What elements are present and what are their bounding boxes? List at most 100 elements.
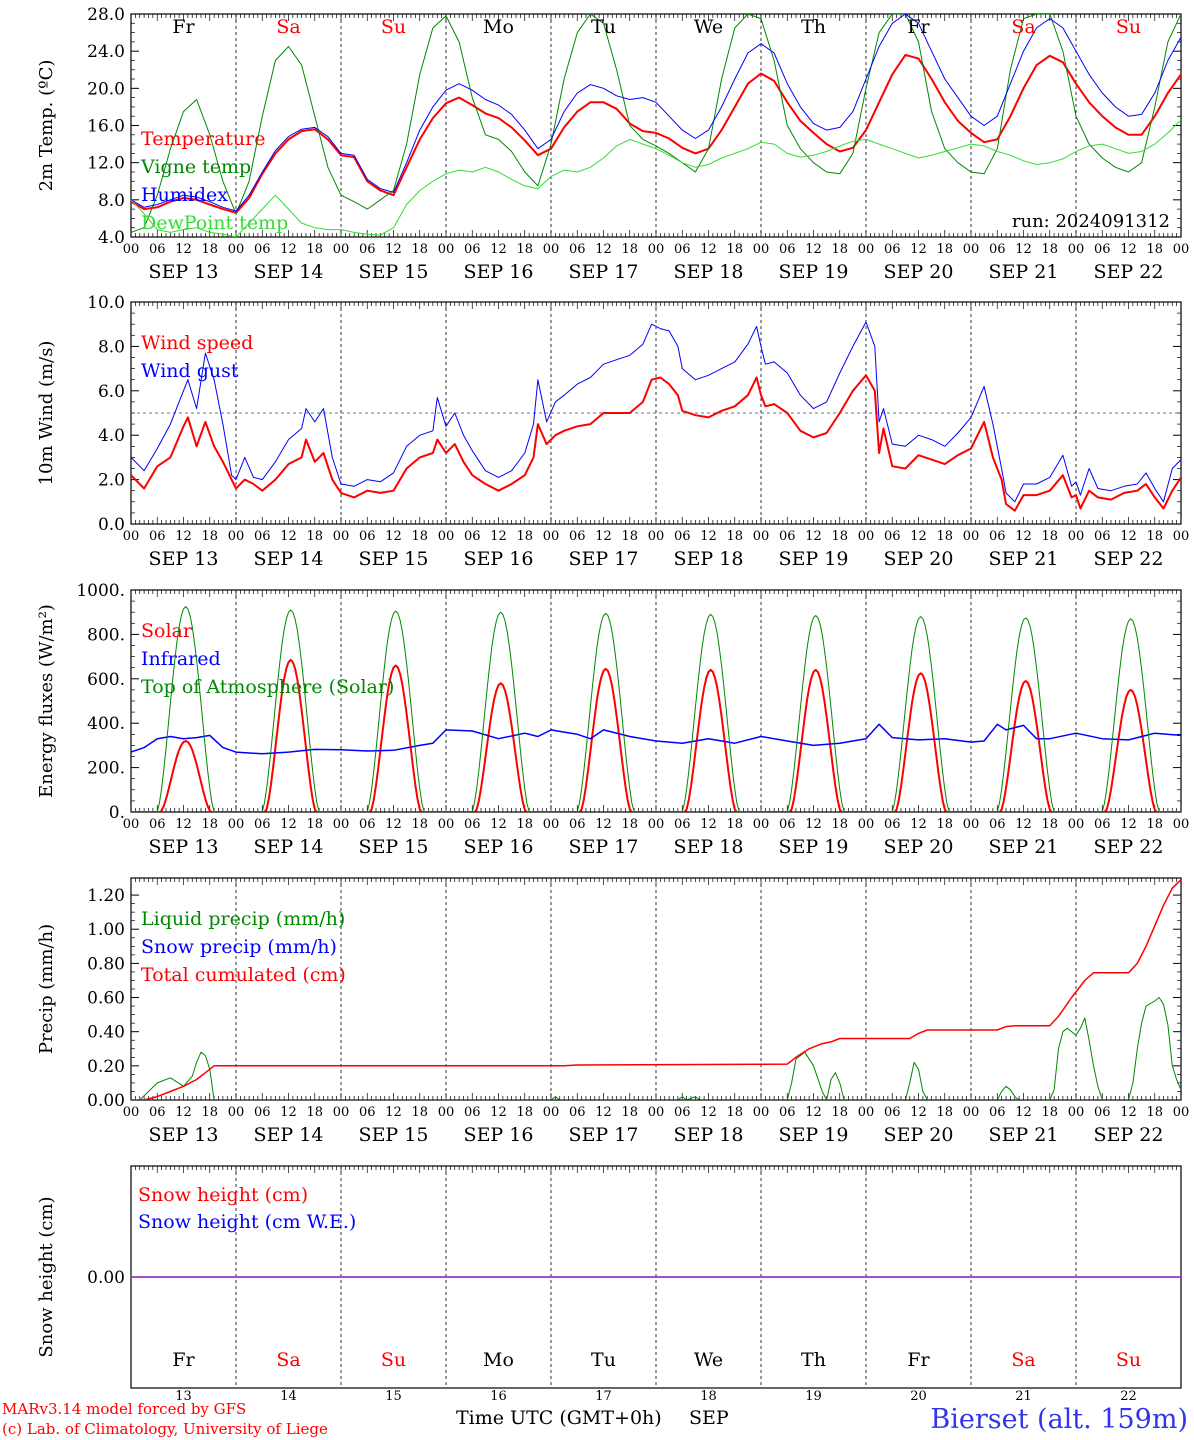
- date-label: SEP 19: [779, 1124, 849, 1146]
- weekday-label: Sa: [1011, 1349, 1035, 1371]
- y-axis-label: 2m Temp. (ºC): [36, 60, 57, 192]
- hour-tick-label: 12: [1015, 1105, 1032, 1120]
- legend-infrared: Infrared: [141, 648, 221, 670]
- hour-tick-label: 18: [936, 817, 953, 832]
- hour-tick-label: 00: [123, 817, 140, 832]
- hour-tick-label: 06: [1094, 817, 1111, 832]
- weekday-label: Th: [801, 16, 826, 38]
- hour-tick-label: 06: [884, 529, 901, 544]
- hour-tick-label: 00: [753, 529, 770, 544]
- hour-tick-label: 06: [989, 817, 1006, 832]
- hour-tick-label: 12: [910, 817, 927, 832]
- chart-panel-2: 0.0 2.0 4.0 6.0 8.0 10.0 10m Wind (m/s) Wind sp…: [36, 293, 1189, 570]
- date-label: SEP 13: [149, 1124, 219, 1146]
- hour-tick-label: 06: [779, 529, 796, 544]
- date-label: SEP 14: [254, 261, 324, 283]
- y-tick-label: 10.0: [87, 293, 125, 313]
- hour-tick-label: 00: [1173, 817, 1190, 832]
- y-tick-label: 8.0: [98, 191, 125, 211]
- hour-tick-label: 00: [543, 242, 560, 257]
- hour-tick-label: 12: [805, 529, 822, 544]
- hour-tick-label: 00: [438, 242, 455, 257]
- date-label: SEP 16: [464, 548, 534, 570]
- hour-tick-label: 06: [149, 529, 166, 544]
- date-label: SEP 22: [1094, 1124, 1164, 1146]
- date-label: SEP 16: [464, 836, 534, 858]
- hour-tick-label: 00: [1173, 242, 1190, 257]
- hour-tick-label: 00: [543, 817, 560, 832]
- y-tick-label: 8.0: [98, 337, 125, 357]
- hour-tick-label: 12: [805, 242, 822, 257]
- hour-tick-label: 12: [280, 529, 297, 544]
- hour-tick-label: 12: [385, 242, 402, 257]
- date-label: SEP 20: [884, 548, 954, 570]
- hour-tick-label: 18: [621, 1105, 638, 1120]
- hour-tick-label: 00: [858, 817, 875, 832]
- legend-total-cumulated-cm: Total cumulated (cm): [141, 964, 346, 986]
- hour-tick-label: 12: [1120, 242, 1137, 257]
- hour-tick-label: 18: [726, 817, 743, 832]
- hour-tick-label: 18: [516, 1105, 533, 1120]
- credit-line-2: (c) Lab. of Climatology, University of L…: [2, 1420, 328, 1438]
- panels-layer: 4.0 8.0 12.0 16.0 20.0 24.0 28.0 2m Temp. (ºC) T…: [36, 5, 1189, 1404]
- day-number-label: 20: [910, 1389, 927, 1404]
- hour-tick-label: 06: [359, 242, 376, 257]
- hour-tick-label: 18: [936, 1105, 953, 1120]
- hour-tick-label: 12: [280, 817, 297, 832]
- weekday-label: Su: [1116, 1349, 1141, 1371]
- y-tick-label: 12.0: [87, 154, 125, 174]
- hour-tick-label: 12: [1120, 817, 1137, 832]
- y-tick-label: 0.0: [98, 515, 125, 535]
- legend-top-of-atmosphere-solar: Top of Atmosphere (Solar): [141, 676, 394, 698]
- weekday-label: Tu: [591, 16, 616, 38]
- hour-tick-label: 12: [1015, 817, 1032, 832]
- day-number-label: 14: [280, 1389, 297, 1404]
- hour-tick-label: 06: [779, 242, 796, 257]
- hour-tick-label: 12: [700, 1105, 717, 1120]
- y-tick-label: 200.: [87, 759, 125, 779]
- hour-tick-label: 12: [595, 817, 612, 832]
- hour-tick-label: 18: [936, 242, 953, 257]
- date-label: SEP 13: [149, 836, 219, 858]
- legend-vigne-temp: Vigne temp: [140, 156, 251, 178]
- y-tick-label: 0.20: [87, 1057, 125, 1077]
- series-line-liquid-precip-mm-h: [131, 997, 1181, 1100]
- hour-tick-label: 06: [569, 1105, 586, 1120]
- time-axis-label: Time UTC (GMT+0h): [456, 1407, 662, 1429]
- hour-tick-label: 12: [175, 242, 192, 257]
- y-tick-label: 800.: [87, 625, 125, 645]
- legend-snow-height-cm: Snow height (cm): [138, 1184, 308, 1206]
- hour-tick-label: 00: [543, 1105, 560, 1120]
- series-line-infrared: [131, 723, 1181, 755]
- series-line-temperature: [131, 53, 1181, 214]
- hour-tick-label: 18: [726, 1105, 743, 1120]
- date-label: SEP 13: [149, 261, 219, 283]
- hour-tick-label: 06: [1094, 1105, 1111, 1120]
- hour-tick-label: 18: [516, 529, 533, 544]
- credit-line-1: MARv3.14 model forced by GFS: [2, 1400, 246, 1418]
- date-label: SEP 17: [569, 261, 639, 283]
- hour-tick-label: 00: [753, 1105, 770, 1120]
- hour-tick-label: 12: [280, 1105, 297, 1120]
- series-line-wind-speed: [131, 374, 1181, 512]
- hour-tick-label: 12: [700, 529, 717, 544]
- weekday-label: Sa: [1011, 16, 1035, 38]
- y-tick-label: 20.0: [87, 79, 125, 99]
- hour-tick-label: 06: [464, 817, 481, 832]
- hour-tick-label: 00: [438, 1105, 455, 1120]
- date-label: SEP 15: [359, 1124, 429, 1146]
- weekday-label: Tu: [591, 1349, 616, 1371]
- hour-tick-label: 00: [228, 529, 245, 544]
- hour-tick-label: 12: [385, 817, 402, 832]
- day-number-label: 19: [805, 1389, 822, 1404]
- y-tick-label: 28.0: [87, 5, 125, 25]
- date-label: SEP 17: [569, 548, 639, 570]
- y-tick-label: 0.80: [87, 954, 125, 974]
- series-line-dewpoint-temp: [131, 119, 1181, 237]
- hour-tick-label: 06: [674, 1105, 691, 1120]
- hour-tick-label: 18: [1146, 1105, 1163, 1120]
- date-label: SEP 18: [674, 1124, 744, 1146]
- hour-tick-label: 12: [595, 1105, 612, 1120]
- date-label: SEP 14: [254, 836, 324, 858]
- y-tick-label: 4.0: [98, 228, 125, 248]
